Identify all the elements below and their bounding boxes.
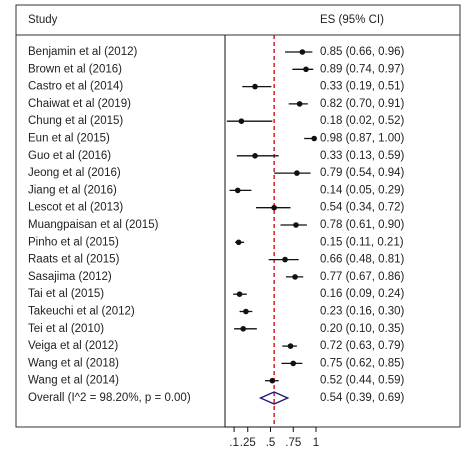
es-label: 0.79 (0.54, 0.94) (320, 167, 405, 179)
es-label: 0.14 (0.05, 0.29) (320, 184, 405, 196)
es-label: 0.82 (0.70, 0.91) (320, 98, 405, 110)
study-label: Takeuchi et al (2012) (28, 306, 135, 318)
point-estimate (271, 204, 277, 211)
study-label: Chaiwat et al (2019) (28, 98, 131, 110)
x-tick-label: .1 (229, 437, 239, 449)
es-label: 0.33 (0.13, 0.59) (320, 150, 405, 162)
es-label: 0.52 (0.44, 0.59) (320, 375, 405, 387)
point-estimate (235, 239, 242, 246)
overall-diamond (258, 391, 290, 405)
point-estimate (292, 274, 298, 280)
study-label: Jiang et al (2016) (28, 184, 117, 196)
x-tick-label: 1 (313, 437, 319, 449)
point-estimate (303, 66, 309, 73)
study-label: Wang et al (2018) (28, 357, 119, 369)
point-estimate (234, 187, 241, 194)
header-study: Study (28, 14, 58, 26)
point-estimate (236, 291, 243, 298)
point-estimate (269, 377, 276, 384)
study-label: Veiga et al (2012) (28, 340, 118, 352)
es-label: 0.18 (0.02, 0.52) (320, 115, 405, 127)
point-estimate (299, 49, 306, 55)
es-label: 0.85 (0.66, 0.96) (320, 46, 405, 58)
es-label: 0.75 (0.62, 0.85) (320, 357, 405, 369)
point-estimate (296, 101, 303, 107)
study-label: Sasajima (2012) (28, 271, 112, 283)
study-label: Benjamin et al (2012) (28, 46, 137, 58)
point-estimate (238, 118, 245, 124)
point-estimate (252, 153, 258, 159)
study-label: Lescot et al (2013) (28, 202, 123, 214)
study-label: Eun et al (2015) (28, 133, 110, 145)
point-estimate (290, 360, 297, 367)
es-label: 0.20 (0.10, 0.35) (320, 323, 405, 335)
overall-label: Overall (I^2 = 98.20%, p = 0.00) (28, 392, 191, 404)
es-label: 0.72 (0.63, 0.79) (320, 340, 405, 352)
x-tick-label: .75 (285, 437, 301, 449)
overall-es-label: 0.54 (0.39, 0.69) (320, 392, 405, 404)
header-es: ES (95% CI) (320, 14, 384, 26)
study-label: Raats et al (2015) (28, 254, 120, 266)
es-label: 0.66 (0.48, 0.81) (320, 254, 405, 266)
point-estimate (311, 135, 317, 142)
es-label: 0.78 (0.61, 0.90) (320, 219, 405, 231)
es-label: 0.23 (0.16, 0.30) (320, 306, 405, 318)
study-label: Guo et al (2016) (28, 150, 111, 162)
es-label: 0.98 (0.87, 1.00) (320, 133, 405, 145)
study-label: Jeong et al (2016) (28, 167, 121, 179)
study-label: Castro et al (2014) (28, 81, 123, 93)
es-label: 0.77 (0.67, 0.86) (320, 271, 405, 283)
point-estimate (294, 170, 300, 176)
es-label: 0.89 (0.74, 0.97) (320, 63, 405, 75)
es-label: 0.15 (0.11, 0.21) (320, 236, 404, 248)
study-label: Wang et al (2014) (28, 375, 119, 387)
study-label: Brown et al (2016) (28, 63, 122, 75)
x-tick-label: .25 (240, 437, 256, 449)
x-tick-label: .5 (266, 437, 276, 449)
point-estimate (240, 326, 246, 332)
study-label: Tai et al (2015) (28, 288, 104, 300)
study-label: Tei et al (2010) (28, 323, 104, 335)
point-estimate (287, 343, 294, 349)
es-label: 0.54 (0.34, 0.72) (320, 202, 405, 214)
es-label: 0.16 (0.09, 0.24) (320, 288, 405, 300)
study-label: Pinho et al (2015) (28, 236, 119, 248)
study-label: Chung et al (2015) (28, 115, 123, 127)
point-estimate (243, 308, 249, 315)
study-label: Muangpaisan et al (2015) (28, 219, 159, 231)
es-label: 0.33 (0.19, 0.51) (320, 81, 405, 93)
point-estimate (282, 256, 288, 263)
point-estimate (252, 83, 258, 90)
point-estimate (293, 222, 299, 228)
